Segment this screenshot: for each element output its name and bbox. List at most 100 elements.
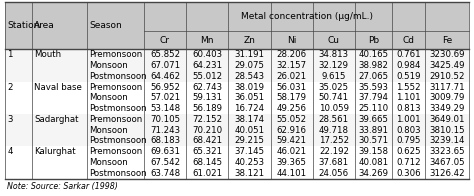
Text: 38.019: 38.019 bbox=[235, 83, 264, 92]
Bar bbox=[5, 168, 469, 179]
Text: Mn: Mn bbox=[201, 35, 214, 44]
Text: 37.794: 37.794 bbox=[359, 93, 389, 102]
Text: Postmonsoon: Postmonsoon bbox=[89, 136, 146, 145]
Text: 37.681: 37.681 bbox=[319, 158, 349, 167]
Text: 59.421: 59.421 bbox=[277, 136, 307, 145]
Text: Cu: Cu bbox=[328, 35, 340, 44]
Text: Monsoon: Monsoon bbox=[89, 93, 128, 102]
Text: 31.191: 31.191 bbox=[235, 50, 264, 59]
Text: 61.021: 61.021 bbox=[192, 169, 222, 178]
Text: 39.365: 39.365 bbox=[277, 158, 307, 167]
Text: Premonsoon: Premonsoon bbox=[89, 50, 142, 59]
Text: 62.743: 62.743 bbox=[192, 83, 222, 92]
Text: 17.252: 17.252 bbox=[319, 136, 349, 145]
Text: 33.891: 33.891 bbox=[359, 126, 389, 135]
Text: 72.152: 72.152 bbox=[192, 115, 222, 124]
Text: 28.543: 28.543 bbox=[234, 72, 264, 81]
Text: Season: Season bbox=[89, 21, 122, 30]
Text: 64.231: 64.231 bbox=[192, 61, 222, 70]
Text: 35.593: 35.593 bbox=[359, 83, 389, 92]
Text: Note: Source: Sarkar (1998): Note: Source: Sarkar (1998) bbox=[7, 182, 118, 191]
Text: 49.256: 49.256 bbox=[277, 104, 307, 113]
Text: 39.158: 39.158 bbox=[359, 147, 389, 156]
Bar bbox=[5, 2, 469, 49]
Text: 56.189: 56.189 bbox=[192, 104, 222, 113]
Text: Monsoon: Monsoon bbox=[89, 126, 128, 135]
Text: 0.761: 0.761 bbox=[396, 50, 421, 59]
Text: 0.795: 0.795 bbox=[396, 136, 420, 145]
Text: 1.552: 1.552 bbox=[396, 83, 421, 92]
Text: Premonsoon: Premonsoon bbox=[89, 115, 142, 124]
Text: 32.157: 32.157 bbox=[277, 61, 307, 70]
Text: 70.105: 70.105 bbox=[150, 115, 180, 124]
Text: Postmonsoon: Postmonsoon bbox=[89, 72, 146, 81]
Text: 3810.15: 3810.15 bbox=[429, 126, 465, 135]
Text: 69.631: 69.631 bbox=[150, 147, 180, 156]
Text: 65.852: 65.852 bbox=[150, 50, 180, 59]
Text: 1.101: 1.101 bbox=[396, 93, 421, 102]
Text: 24.056: 24.056 bbox=[319, 169, 349, 178]
Text: 70.210: 70.210 bbox=[192, 126, 222, 135]
Text: 35.025: 35.025 bbox=[319, 83, 349, 92]
Text: 29.075: 29.075 bbox=[235, 61, 264, 70]
Text: Premonsoon: Premonsoon bbox=[89, 147, 142, 156]
Text: 64.462: 64.462 bbox=[150, 72, 180, 81]
Text: 38.121: 38.121 bbox=[234, 169, 264, 178]
Text: 3349.29: 3349.29 bbox=[429, 104, 465, 113]
Text: 9.615: 9.615 bbox=[322, 72, 346, 81]
Text: 4: 4 bbox=[7, 147, 13, 156]
Text: 27.065: 27.065 bbox=[358, 72, 389, 81]
Text: 22.192: 22.192 bbox=[319, 147, 349, 156]
Text: Kalurghat: Kalurghat bbox=[35, 147, 76, 156]
Text: 30.571: 30.571 bbox=[358, 136, 389, 145]
Text: Pb: Pb bbox=[368, 35, 379, 44]
Text: 3425.49: 3425.49 bbox=[429, 61, 465, 70]
Text: 29.215: 29.215 bbox=[235, 136, 264, 145]
Text: 60.403: 60.403 bbox=[192, 50, 222, 59]
Text: 62.916: 62.916 bbox=[277, 126, 307, 135]
Text: 34.813: 34.813 bbox=[319, 50, 349, 59]
Text: 2910.52: 2910.52 bbox=[429, 72, 465, 81]
Text: 3: 3 bbox=[7, 115, 13, 124]
Text: 68.421: 68.421 bbox=[192, 136, 222, 145]
Bar bbox=[5, 125, 469, 136]
Text: 1: 1 bbox=[7, 50, 13, 59]
Text: Monsoon: Monsoon bbox=[89, 158, 128, 167]
Text: 68.145: 68.145 bbox=[192, 158, 222, 167]
Bar bbox=[5, 60, 469, 71]
Text: 0.984: 0.984 bbox=[396, 61, 420, 70]
Text: 0.803: 0.803 bbox=[396, 126, 421, 135]
Text: 67.071: 67.071 bbox=[150, 61, 180, 70]
Text: 57.021: 57.021 bbox=[150, 93, 180, 102]
Text: 39.665: 39.665 bbox=[359, 115, 389, 124]
Text: 40.051: 40.051 bbox=[234, 126, 264, 135]
Text: 50.741: 50.741 bbox=[319, 93, 349, 102]
Text: 55.012: 55.012 bbox=[192, 72, 222, 81]
Text: 0.712: 0.712 bbox=[396, 158, 421, 167]
Text: 0.625: 0.625 bbox=[396, 147, 421, 156]
Text: 28.206: 28.206 bbox=[277, 50, 307, 59]
Text: Monsoon: Monsoon bbox=[89, 61, 128, 70]
Text: 34.269: 34.269 bbox=[359, 169, 389, 178]
Bar bbox=[5, 93, 469, 103]
Text: 56.952: 56.952 bbox=[150, 83, 180, 92]
Text: 0.813: 0.813 bbox=[396, 104, 421, 113]
Text: 2: 2 bbox=[7, 83, 13, 92]
Text: Postmonsoon: Postmonsoon bbox=[89, 169, 146, 178]
Text: Fe: Fe bbox=[442, 35, 452, 44]
Bar bbox=[5, 82, 469, 93]
Text: 37.145: 37.145 bbox=[234, 147, 264, 156]
Text: Zn: Zn bbox=[244, 35, 255, 44]
Text: Ni: Ni bbox=[287, 35, 296, 44]
Text: Area: Area bbox=[35, 21, 55, 30]
Bar bbox=[5, 157, 469, 168]
Bar bbox=[5, 146, 469, 157]
Text: 40.253: 40.253 bbox=[234, 158, 264, 167]
Text: 53.148: 53.148 bbox=[150, 104, 180, 113]
Bar bbox=[5, 103, 469, 114]
Text: 58.179: 58.179 bbox=[277, 93, 307, 102]
Text: 3239.14: 3239.14 bbox=[429, 136, 465, 145]
Text: Postmonsoon: Postmonsoon bbox=[89, 104, 146, 113]
Text: Premonsoon: Premonsoon bbox=[89, 83, 142, 92]
Text: 0.306: 0.306 bbox=[396, 169, 421, 178]
